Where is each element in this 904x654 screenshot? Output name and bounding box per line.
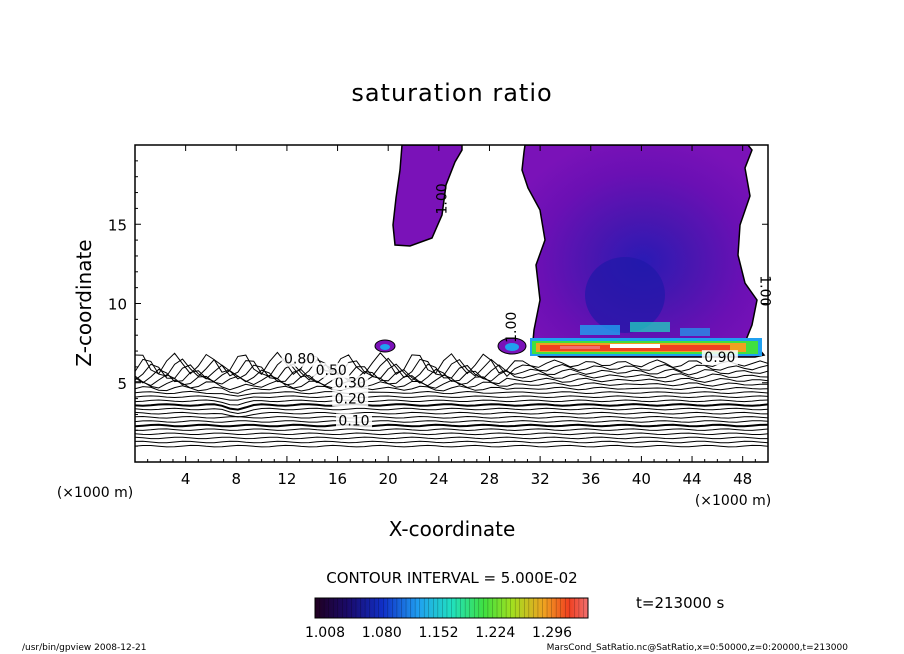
x-unit-left: (×1000 m) — [57, 485, 133, 501]
contour-interval: CONTOUR INTERVAL = 5.000E-02 — [326, 569, 577, 587]
y-axis-label: Z-coordinate — [72, 239, 96, 366]
cloud-core — [585, 257, 665, 333]
blob-20km-core — [380, 344, 390, 350]
contour-labels: 0.10 0.200.300.500.80 1.00 1.00 1.00 0.90 — [281, 183, 772, 430]
colorbar-tick-label: 1.152 — [418, 625, 458, 641]
colorbar-stripes — [314, 598, 584, 618]
x-tick-label: 36 — [581, 470, 600, 488]
contour-line — [135, 415, 768, 419]
contour-label-bg — [281, 351, 318, 367]
contour-line — [135, 407, 768, 415]
contour-line — [135, 385, 768, 394]
contour-line — [135, 403, 768, 411]
plot-area — [135, 145, 768, 448]
x-tick-label: 8 — [232, 470, 242, 488]
contour-line — [135, 390, 768, 397]
contour-label: 1.00 — [756, 275, 772, 306]
contour-line — [135, 411, 768, 418]
colorbar-tick-label: 1.080 — [362, 625, 402, 641]
y-tick-label: 5 — [117, 375, 127, 393]
contour-label: 0.10 — [338, 414, 369, 430]
contour-label: 0.30 — [335, 376, 366, 392]
contour-line — [135, 440, 768, 444]
x-tick-label: 48 — [733, 470, 752, 488]
contour-line — [135, 368, 768, 384]
contour-line — [135, 436, 768, 440]
contour-line — [135, 399, 768, 406]
x-tick-label: 24 — [429, 470, 448, 488]
footer-left: /usr/bin/gpview 2008-12-21 — [22, 643, 146, 653]
cloud-region-right — [521, 145, 766, 358]
colorbar-tick-label: 1.008 — [305, 625, 345, 641]
colorbar-tick-label: 1.296 — [532, 625, 572, 641]
contour-label: 0.80 — [284, 352, 315, 368]
x-tick-label: 16 — [328, 470, 347, 488]
x-axis-label: X-coordinate — [389, 517, 516, 541]
time-label: t=213000 s — [636, 594, 724, 612]
contour-line — [135, 444, 768, 448]
contour-line — [135, 351, 768, 376]
contour-line — [135, 420, 768, 423]
contour-label: 0.20 — [335, 391, 366, 407]
contour-label-bg — [336, 413, 373, 429]
colorbar — [314, 597, 589, 619]
x-tick-label: 20 — [379, 470, 398, 488]
contour-line — [135, 428, 768, 432]
contour-label: 0.90 — [704, 350, 735, 366]
contour-line — [135, 432, 768, 436]
contour-label-bg — [332, 375, 369, 391]
x-tick-label: 12 — [277, 470, 296, 488]
contour-line — [135, 363, 768, 382]
contour-label: 0.50 — [316, 363, 347, 379]
contour-lines — [135, 351, 768, 448]
contour-label-bg — [332, 391, 369, 407]
blob-30km-core — [505, 343, 519, 351]
y-tick-label: 15 — [108, 216, 127, 234]
contour-label-bg — [313, 362, 350, 378]
x-tick-label: 44 — [682, 470, 701, 488]
contour-label: 1.00 — [504, 312, 520, 343]
footer-right: MarsCond_SatRatio.nc@SatRatio,x=0:50000,… — [547, 643, 849, 653]
contour-line — [135, 357, 768, 379]
contour-line — [135, 379, 768, 391]
x-tick-label: 32 — [531, 470, 550, 488]
contour-label: 1.00 — [434, 183, 450, 214]
x-tick-label: 4 — [181, 470, 191, 488]
contour-line — [135, 395, 768, 401]
colorbar-tick-label: 1.224 — [475, 625, 515, 641]
contour-label-bg — [701, 350, 738, 366]
chart-title: saturation ratio — [351, 79, 552, 107]
x-unit-right: (×1000 m) — [695, 493, 771, 509]
colorbar-ticks: 1.008 1.080 1.152 1.224 1.296 — [305, 625, 572, 641]
x-tick-label: 28 — [480, 470, 499, 488]
cloud-region-left — [392, 145, 463, 247]
contour-line — [135, 423, 768, 428]
x-tick-label: 40 — [632, 470, 651, 488]
y-tick-label: 10 — [108, 296, 127, 314]
